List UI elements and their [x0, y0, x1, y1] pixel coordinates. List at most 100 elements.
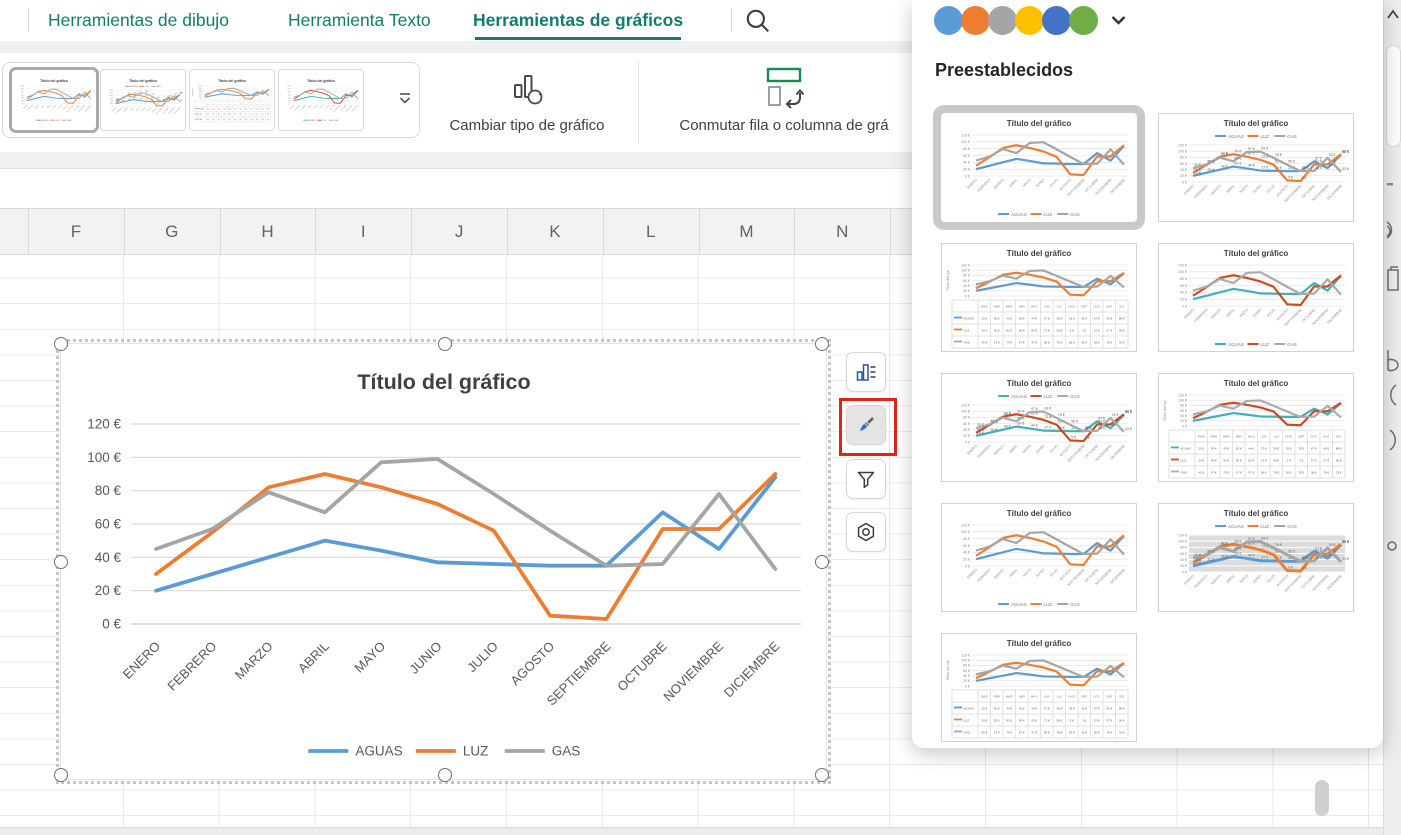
- resize-handle-n[interactable]: [438, 337, 452, 351]
- svg-text:99 €: 99 €: [145, 91, 148, 93]
- column-header-M[interactable]: M: [699, 209, 796, 254]
- svg-text:JULIO: JULIO: [326, 104, 331, 109]
- svg-text:30 €: 30 €: [116, 100, 119, 102]
- svg-text:JUNIO: JUNIO: [1252, 184, 1263, 195]
- style-preview-chart: Título del gráfico 120 €100 €80 €60 €40 €…: [279, 76, 363, 124]
- svg-text:JULIO: JULIO: [1049, 568, 1059, 578]
- preset-thumbnail[interactable]: Título del gráfico AGUAS LUZ GAS 120 € 100 € 8…: [941, 373, 1137, 482]
- preset-thumbnail[interactable]: Título del gráfico 120 €100 €80 €60 €40 €…: [941, 243, 1137, 352]
- column-header-J[interactable]: J: [411, 209, 508, 254]
- resize-handle-nw[interactable]: [54, 337, 68, 351]
- ribbon-style-thumbnail[interactable]: Título del gráfico 120 €100 €80 €60 €40 €…: [189, 69, 275, 131]
- svg-text:20 €: 20 €: [1180, 174, 1187, 178]
- svg-text:LUZ: LUZ: [145, 86, 149, 88]
- svg-text:36 €: 36 €: [1275, 166, 1282, 170]
- preset-thumbnail[interactable]: Título del gráfico 120 €100 €80 €60 €40 €…: [941, 113, 1137, 222]
- resize-handle-w[interactable]: [54, 555, 68, 569]
- chart-elements-button[interactable]: [846, 352, 886, 392]
- svg-text:80 €: 80 €: [199, 90, 202, 92]
- svg-text:JUNI: JUNI: [234, 103, 237, 105]
- svg-text:ABRI: ABRI: [1019, 696, 1025, 699]
- preset-preview-chart: Título del gráfico AGUAS LUZ GAS 120 € 100 € 8…: [942, 374, 1136, 481]
- svg-text:ENERO: ENERO: [120, 639, 163, 682]
- chart-settings-button[interactable]: [846, 512, 886, 552]
- column-header-K[interactable]: K: [507, 209, 604, 254]
- svg-text:82 €: 82 €: [1031, 412, 1038, 416]
- svg-text:ABRIL: ABRIL: [1008, 568, 1018, 578]
- resize-handle-e[interactable]: [815, 555, 829, 569]
- preset-thumbnail[interactable]: Título del gráfico AGUAS LUZ GAS 120 € 100 € 8…: [1158, 113, 1354, 222]
- svg-text:80 €: 80 €: [963, 274, 970, 278]
- chart-styles-button[interactable]: [846, 405, 886, 445]
- svg-text:20 €: 20 €: [288, 100, 291, 102]
- color-palette-preview[interactable]: [934, 5, 1127, 35]
- svg-text:20 €: 20 €: [110, 103, 113, 105]
- ribbon-style-thumbnail[interactable]: Título del gráfico 120 €100 €80 €60 €40 €…: [278, 69, 364, 131]
- svg-text:72 €: 72 €: [1044, 415, 1051, 419]
- tab-chart-tools[interactable]: Herramientas de gráficos: [473, 0, 683, 41]
- icon-fragment[interactable]: [1390, 384, 1397, 406]
- icon-fragment[interactable]: [1387, 350, 1399, 372]
- svg-text:MAYO: MAYO: [1239, 184, 1249, 194]
- svg-text:LUZ: LUZ: [1181, 459, 1187, 463]
- panel-scrollbar-thumb[interactable]: [1386, 45, 1401, 147]
- svg-text:0 €: 0 €: [1182, 304, 1187, 308]
- svg-text:GAS: GAS: [964, 731, 970, 735]
- svg-text:45 €: 45 €: [977, 423, 984, 427]
- preset-thumbnail[interactable]: Título del gráfico 120 €100 €80 €60 €40 €…: [1158, 243, 1354, 352]
- resize-handle-sw[interactable]: [54, 768, 68, 782]
- svg-text:30 €: 30 €: [994, 707, 1000, 711]
- change-chart-type-button[interactable]: Cambiar tipo de gráfico: [432, 61, 622, 134]
- column-header-N[interactable]: N: [794, 209, 892, 254]
- icon-fragment[interactable]: [1389, 429, 1396, 451]
- chart-object[interactable]: Título del gráfico 120 € 100 € 80 € 60 € 40 €…: [54, 337, 831, 784]
- clipboard-icon-fragment[interactable]: [1387, 266, 1399, 291]
- scroll-up-icon[interactable]: [1387, 9, 1399, 19]
- gallery-more-button[interactable]: [393, 64, 417, 134]
- svg-text:AGUAS: AGUAS: [1181, 447, 1192, 451]
- chevron-down-icon[interactable]: [1110, 13, 1127, 27]
- sheet-vertical-scrollbar-thumb[interactable]: [1315, 780, 1329, 816]
- column-header-F[interactable]: F: [28, 209, 125, 254]
- svg-text:Título del gráfico: Título del gráfico: [129, 79, 157, 83]
- svg-text:40 €: 40 €: [21, 97, 24, 99]
- svg-text:3 €: 3 €: [1302, 566, 1307, 570]
- svg-text:60 €: 60 €: [963, 154, 970, 158]
- ribbon-style-thumbnail[interactable]: Título del gráfico AGUAS LUZ GAS 120 €100 €8…: [100, 69, 186, 131]
- tab-text-tools[interactable]: Herramienta Texto: [288, 10, 431, 30]
- cut-icon-fragment[interactable]: [1386, 221, 1393, 239]
- svg-text:120 €: 120 €: [961, 523, 970, 527]
- svg-text:FEBR: FEBR: [994, 306, 1001, 309]
- horizontal-scrollbar-track[interactable]: [0, 827, 1401, 835]
- preset-thumbnail[interactable]: Título del gráfico AGUAS LUZ GAS 120 € 100 € 8…: [1158, 503, 1354, 612]
- svg-text:78 €: 78 €: [174, 94, 177, 96]
- svg-text:56 €: 56 €: [1273, 459, 1279, 463]
- svg-text:JULI: JULI: [1057, 306, 1062, 309]
- switch-row-column-button[interactable]: Conmutar fila o columna de grá: [656, 61, 912, 134]
- resize-handle-ne[interactable]: [815, 337, 829, 351]
- column-header-I[interactable]: I: [315, 209, 413, 254]
- resize-handle-s[interactable]: [438, 768, 452, 782]
- resize-handle-se[interactable]: [815, 768, 829, 782]
- preset-thumbnail[interactable]: Título del gráfico 120 €100 €80 €60 €40 €…: [941, 503, 1137, 612]
- svg-text:Título del gráfico: Título del gráfico: [1007, 509, 1072, 518]
- search-icon[interactable]: [744, 7, 772, 35]
- tab-drawing-tools[interactable]: Herramientas de dibujo: [48, 10, 229, 30]
- svg-text:78 €: 78 €: [261, 119, 264, 121]
- preset-thumbnail[interactable]: Título del gráfico 120 €100 €80 €60 €40 €…: [1158, 373, 1354, 482]
- column-header-L[interactable]: L: [603, 209, 700, 254]
- column-header-G[interactable]: G: [124, 209, 221, 254]
- icon-fragment[interactable]: [1387, 541, 1397, 551]
- svg-text:36 €: 36 €: [1058, 426, 1065, 430]
- ribbon-style-thumbnail[interactable]: Título del gráfico 120 €100 €80 €60 €40 €…: [9, 67, 99, 133]
- svg-text:45 €: 45 €: [1106, 317, 1112, 321]
- svg-text:88 €: 88 €: [180, 93, 183, 95]
- svg-text:36 €: 36 €: [1315, 166, 1322, 170]
- svg-text:AGUAS: AGUAS: [42, 119, 49, 122]
- column-header-partial[interactable]: [0, 209, 29, 254]
- chart-filters-button[interactable]: [846, 459, 886, 499]
- preset-thumbnail[interactable]: Título del gráfico 120 €100 €80 €60 €40 €…: [941, 633, 1137, 742]
- svg-text:120 €: 120 €: [198, 86, 202, 88]
- preset-preview-chart: Título del gráfico 120 € 100 € 80 € 60 € 40 €…: [942, 114, 1136, 221]
- column-header-H[interactable]: H: [220, 209, 317, 254]
